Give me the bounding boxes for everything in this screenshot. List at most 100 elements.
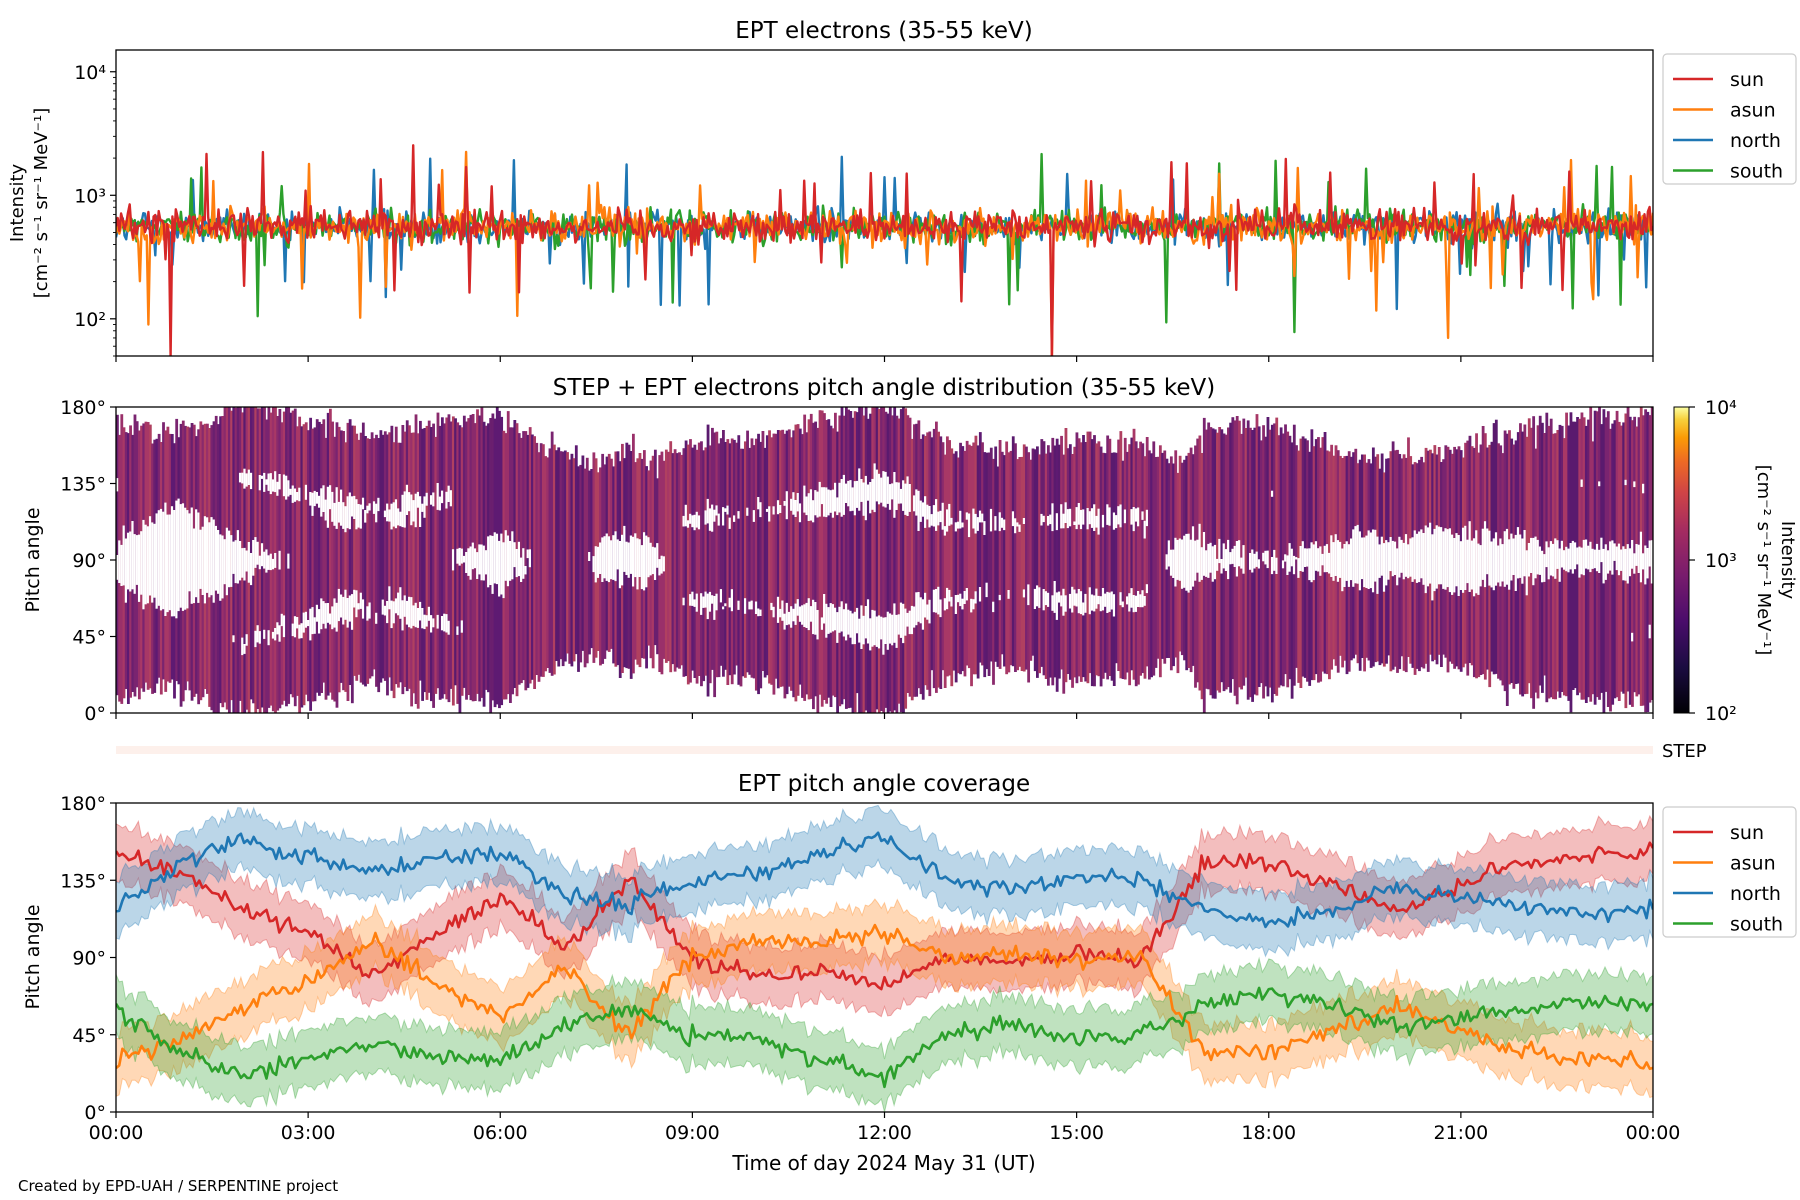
heatmap-gap: [985, 582, 989, 598]
heatmap-gap: [1446, 529, 1450, 588]
heatmap-gap: [790, 606, 793, 628]
heatmap-gap: [1119, 504, 1123, 528]
heatmap-gap: [956, 594, 960, 603]
heatmap-gap: [408, 596, 411, 628]
heatmap-column: [948, 440, 951, 676]
heatmap-column: [748, 447, 752, 675]
heatmap-gap: [377, 497, 381, 512]
heatmap-gap: [1571, 540, 1575, 574]
heatmap-gap: [368, 602, 372, 619]
heatmap-gap: [715, 505, 719, 516]
heatmap-gap: [1615, 546, 1619, 571]
heatmap-gap: [1071, 586, 1074, 613]
heatmap-gap: [594, 546, 598, 583]
heatmap-column: [816, 427, 820, 713]
heatmap-column: [998, 440, 1002, 669]
heatmap-gap: [1198, 523, 1202, 582]
heatmap-gap: [458, 547, 462, 566]
heatmap-column: [561, 451, 565, 667]
heatmap-gap: [1075, 593, 1079, 607]
heatmap-gap: [421, 608, 424, 629]
heatmap-gap: [278, 550, 282, 570]
legend-box: [1662, 806, 1797, 938]
heatmap-gap: [1426, 527, 1430, 587]
heatmap-column: [776, 430, 780, 689]
heatmap-column: [838, 415, 842, 707]
heatmap-column: [399, 442, 403, 683]
heatmap-gap: [1022, 518, 1026, 524]
heatmap-gap: [726, 505, 730, 515]
heatmap-gap: [254, 630, 258, 648]
heatmap-gap: [1347, 544, 1351, 587]
heatmap-gap: [1648, 540, 1652, 567]
heatmap-gap: [419, 496, 422, 527]
heatmap-gap: [711, 504, 714, 532]
heatmap-column: [884, 411, 888, 708]
heatmap-column: [293, 408, 297, 707]
heatmap-gap: [693, 599, 697, 607]
coverage-series-group: [116, 804, 1653, 1112]
heatmap-gap: [825, 487, 829, 518]
heatmap-gap: [282, 615, 286, 638]
heatmap-gap: [840, 479, 844, 517]
heatmap-column: [910, 438, 914, 701]
heatmap-column: [1130, 437, 1134, 671]
heatmap-gap: [361, 497, 365, 510]
heatmap-column: [849, 411, 853, 708]
heatmap-column: [546, 457, 550, 668]
heatmap-gap: [935, 589, 938, 613]
heatmap-gap: [412, 500, 416, 522]
heatmap-column: [1123, 437, 1127, 680]
heatmap-column: [1064, 428, 1068, 683]
heatmap-column: [1018, 457, 1022, 667]
heatmap-column: [337, 426, 341, 693]
heatmap-gap: [1224, 549, 1228, 571]
heatmap-gap: [1631, 540, 1634, 569]
panel2-y-ticks: 0° 45° 90° 135° 180°: [60, 397, 116, 725]
heatmap-column: [1049, 452, 1052, 678]
heatmap-gap: [1172, 549, 1175, 578]
heatmap-column: [289, 412, 293, 695]
heatmap-gap: [271, 479, 275, 492]
colorbar-tick-label: 10³: [1705, 550, 1737, 572]
heatmap-gap: [1400, 539, 1404, 573]
heatmap-gap: [1530, 537, 1533, 573]
heatmap-column: [370, 432, 374, 677]
heatmap-gap: [682, 597, 686, 606]
heatmap-gap: [908, 484, 912, 512]
heatmap-gap: [875, 469, 879, 502]
heatmap-gap: [1134, 595, 1138, 612]
heatmap-gap: [1068, 508, 1072, 527]
heatmap-gap: [1077, 589, 1081, 614]
heatmap-gap: [515, 549, 519, 578]
heatmap-gap: [1143, 520, 1147, 539]
heatmap-column: [425, 425, 429, 700]
heatmap-gap: [1391, 540, 1395, 577]
heatmap-gap: [1554, 538, 1557, 579]
heatmap-gap: [862, 615, 866, 645]
heatmap-gap: [1565, 546, 1568, 572]
heatmap-gap: [1264, 550, 1268, 565]
heatmap-gap: [1292, 555, 1296, 575]
heatmap-gap: [359, 504, 363, 529]
heatmap-gap: [1490, 541, 1494, 588]
heatmap-gap: [278, 474, 282, 490]
heatmap-gap: [1242, 545, 1246, 574]
heatmap-gap: [1503, 531, 1507, 587]
heatmap-gap: [631, 536, 635, 587]
heatmap-column: [1108, 438, 1112, 676]
heatmap-gap: [1238, 540, 1241, 567]
heatmap-gap: [383, 605, 387, 616]
heatmap-gap: [1308, 548, 1312, 581]
pad-panel: STEP + EPT electrons pitch angle distrib…: [22, 375, 1798, 762]
heatmap-column: [706, 424, 710, 697]
heatmap-gap: [201, 526, 205, 595]
heatmap-column: [807, 419, 811, 700]
heatmap-gap: [173, 510, 176, 617]
heatmap-gap: [375, 503, 378, 523]
heatmap-gap: [882, 471, 886, 507]
heatmap-gap: [1317, 548, 1320, 572]
heatmap-column: [462, 415, 466, 688]
heatmap-gap: [482, 545, 486, 581]
panel1-ylabel-line2: [cm⁻² s⁻¹ sr⁻¹ MeV⁻¹]: [31, 108, 52, 299]
